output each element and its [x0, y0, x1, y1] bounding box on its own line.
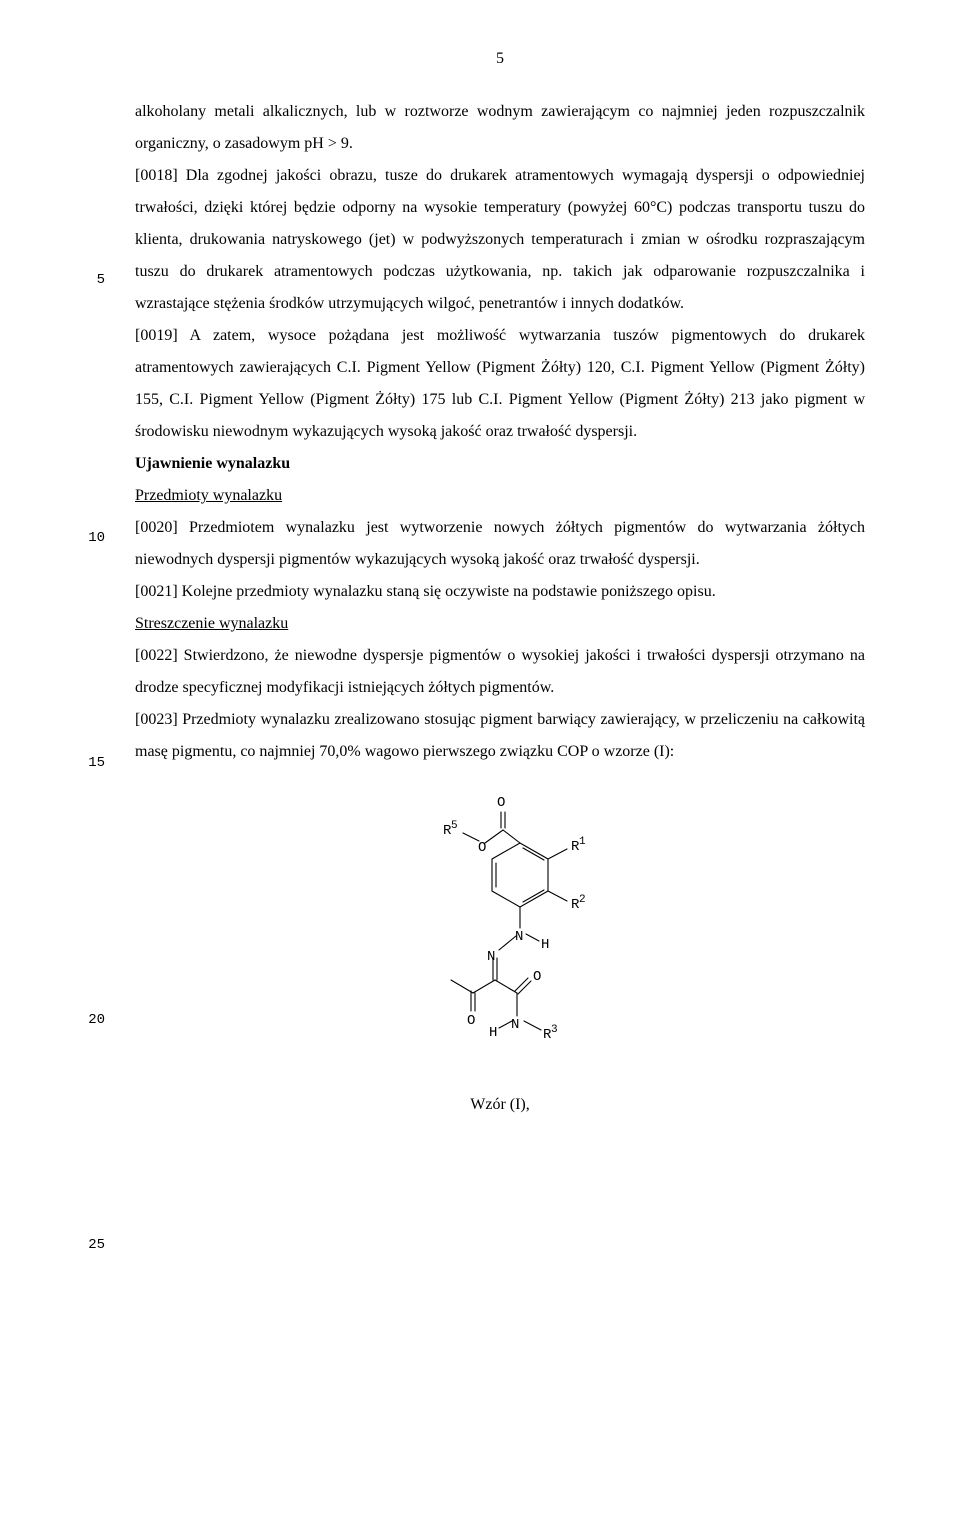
label-N-mid: N	[487, 949, 495, 965]
label-O-carbonyl-top: O	[497, 795, 505, 811]
para-0023: [0023] Przedmioty wynalazku zrealizowano…	[135, 704, 865, 768]
para-0020: [0020] Przedmiotem wynalazku jest wytwor…	[135, 512, 865, 576]
label-O-left: O	[467, 1013, 475, 1029]
label-R2-sup: 2	[579, 894, 586, 906]
chemical-structure-svg: O O R 5 R 1 R 2 N H N O O N H R 3	[385, 788, 615, 1088]
label-R3-sup: 3	[551, 1024, 558, 1036]
label-R1-sup: 1	[579, 836, 586, 848]
page-number: 5	[135, 50, 865, 68]
label-O-right: O	[533, 969, 541, 985]
body-text: alkoholany metali alkalicznych, lub w ro…	[135, 96, 865, 768]
label-O-ester: O	[478, 840, 486, 856]
para-0018: [0018] Dla zgodnej jakości obrazu, tusze…	[135, 160, 865, 320]
label-N-top: N	[515, 929, 523, 945]
line-marker-5: 5	[75, 272, 105, 288]
label-N-bottom: N	[511, 1017, 519, 1033]
subheading-objects: Przedmioty wynalazku	[135, 480, 865, 512]
subheading-summary: Streszczenie wynalazku	[135, 608, 865, 640]
para-intro-continuation: alkoholany metali alkalicznych, lub w ro…	[135, 96, 865, 160]
formula-caption: Wzór (I),	[135, 1096, 865, 1114]
label-H-top: H	[541, 937, 549, 953]
chemical-formula-block: O O R 5 R 1 R 2 N H N O O N H R 3 Wzór (…	[135, 788, 865, 1114]
para-0019: [0019] A zatem, wysoce pożądana jest moż…	[135, 320, 865, 448]
line-marker-10: 10	[75, 530, 105, 546]
label-R5-sup: 5	[451, 820, 458, 832]
line-marker-15: 15	[75, 755, 105, 771]
page: 5 5 10 15 20 25 alkoholany metali alkali…	[0, 0, 960, 1516]
line-marker-25: 25	[75, 1237, 105, 1253]
para-0021: [0021] Kolejne przedmioty wynalazku stan…	[135, 576, 865, 608]
para-0022: [0022] Stwierdzono, że niewodne dyspersj…	[135, 640, 865, 704]
label-H-bottom: H	[489, 1025, 497, 1041]
line-marker-20: 20	[75, 1012, 105, 1028]
heading-disclosure: Ujawnienie wynalazku	[135, 448, 865, 480]
